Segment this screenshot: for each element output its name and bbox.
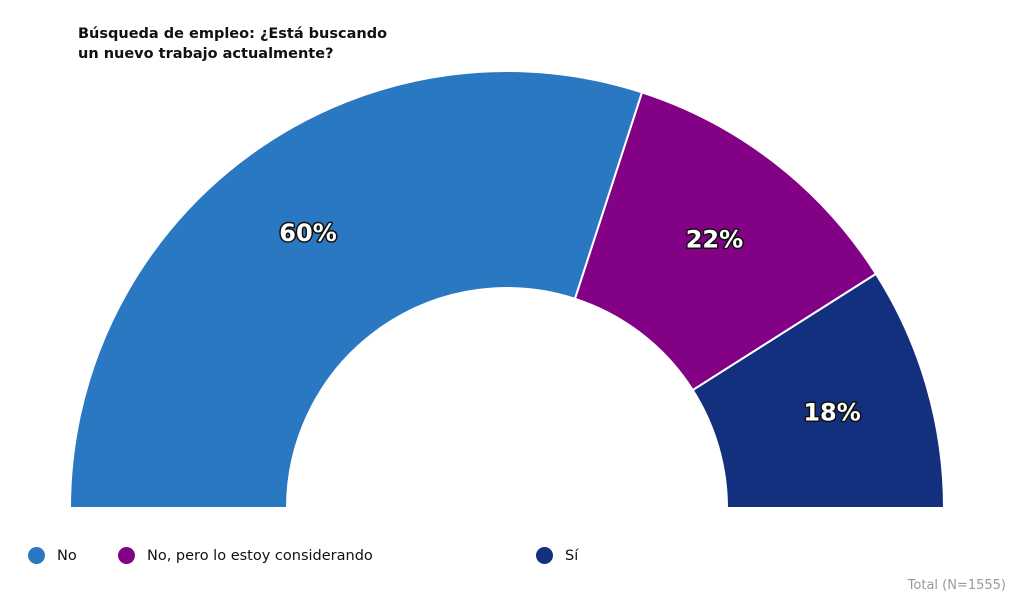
legend-item-no[interactable]: No (28, 547, 77, 564)
slice-label-no: 60% (279, 219, 336, 247)
legend-label-considering: No, pero lo estoy considerando (147, 547, 373, 564)
slice-label-yes: 18% (803, 399, 860, 427)
slice-considering[interactable] (573, 91, 878, 392)
chart-title-line-2: un nuevo trabajo actualmente? (78, 46, 334, 62)
slice-no[interactable] (68, 70, 644, 509)
legend-label-yes: Sí (565, 547, 579, 564)
legend-marker-yes (536, 547, 553, 564)
legend-marker-no (28, 547, 45, 564)
sample-size-note: Total (N=1555) (907, 578, 1006, 593)
legend-item-yes[interactable]: Sí (536, 547, 578, 564)
slice-yes[interactable] (691, 272, 946, 509)
chart-title-line-1: Búsqueda de empleo: ¿Está buscando (78, 26, 388, 42)
slice-label-considering: 22% (686, 226, 743, 254)
legend-label-no: No (57, 547, 77, 564)
legend-item-considering[interactable]: No, pero lo estoy considerando (118, 547, 373, 564)
legend-marker-considering (118, 547, 135, 564)
chart-title: Búsqueda de empleo: ¿Está buscando un nu… (78, 24, 388, 64)
